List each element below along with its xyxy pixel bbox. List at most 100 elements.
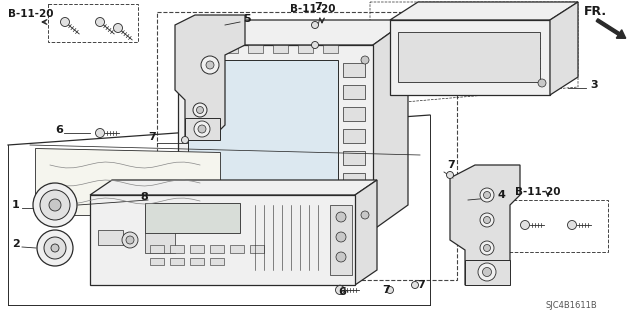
Bar [465,260,510,285]
Circle shape [447,172,454,179]
Polygon shape [355,180,377,285]
Circle shape [483,191,490,198]
Text: B-11-20: B-11-20 [515,187,561,197]
Bar [390,20,550,95]
Text: SJC4B1611B: SJC4B1611B [545,301,596,310]
Text: B-11-20: B-11-20 [290,4,335,14]
Bar [210,245,224,253]
Bar [98,230,123,245]
Polygon shape [175,15,245,140]
Bar [282,27,362,65]
Circle shape [122,232,138,248]
Polygon shape [35,148,220,215]
Bar [48,4,138,42]
Circle shape [520,220,529,229]
Text: FR.: FR. [584,5,607,18]
Circle shape [44,237,66,259]
Bar [157,12,457,280]
Circle shape [194,121,210,137]
Circle shape [412,281,419,288]
Bar [343,195,365,209]
Circle shape [198,125,206,133]
Circle shape [568,220,577,229]
Bar [198,45,213,53]
Bar [223,45,238,53]
Polygon shape [550,2,578,95]
Polygon shape [450,165,520,285]
Text: 7: 7 [447,160,455,170]
Circle shape [95,18,104,26]
Text: B-11-20: B-11-20 [8,9,54,19]
Bar [190,245,204,253]
Text: 7: 7 [417,280,425,290]
Text: 7: 7 [382,285,390,295]
Bar [170,258,184,265]
Bar [398,32,540,82]
Circle shape [336,252,346,262]
Circle shape [193,103,207,117]
Bar [90,195,355,285]
Bar [210,258,224,265]
Circle shape [335,286,344,294]
Bar [298,45,313,53]
Circle shape [113,24,122,33]
Circle shape [206,61,214,69]
Text: 7: 7 [148,132,156,142]
Circle shape [483,217,490,224]
Circle shape [95,129,104,137]
Bar [170,245,184,253]
Text: 5: 5 [243,14,251,24]
Circle shape [51,244,59,252]
Bar [343,129,365,143]
Circle shape [538,79,546,87]
Bar [150,258,164,265]
Bar [248,45,263,53]
Circle shape [182,137,189,144]
Circle shape [126,236,134,244]
Bar [343,173,365,187]
Circle shape [336,232,346,242]
Circle shape [387,286,394,293]
Text: 4: 4 [497,190,505,200]
Circle shape [312,21,319,28]
Bar [230,245,244,253]
Bar [145,203,240,233]
Bar [178,45,373,230]
Bar [188,60,338,215]
Circle shape [483,244,490,251]
Circle shape [312,41,319,48]
FancyArrow shape [596,19,626,38]
Text: 8: 8 [140,192,148,202]
Bar [145,233,175,253]
Bar [330,205,352,275]
Circle shape [40,190,70,220]
Bar [343,63,365,77]
Text: 7: 7 [314,2,322,12]
Text: 2: 2 [12,239,20,249]
Circle shape [361,56,369,64]
Polygon shape [373,20,408,230]
Bar [150,245,164,253]
Circle shape [480,188,494,202]
Bar [273,45,288,53]
Circle shape [478,263,496,281]
Circle shape [201,56,219,74]
Bar [508,200,608,252]
Circle shape [37,230,73,266]
Text: 6: 6 [55,125,63,135]
Bar [185,118,220,140]
Text: 1: 1 [12,200,20,210]
Circle shape [483,268,492,277]
Bar [343,85,365,99]
Bar [250,245,264,253]
Bar [323,45,338,53]
Polygon shape [178,20,408,45]
Circle shape [49,199,61,211]
Circle shape [336,212,346,222]
Circle shape [61,18,70,26]
Bar [343,151,365,165]
Text: 3: 3 [590,80,598,90]
Circle shape [480,213,494,227]
Polygon shape [90,180,377,195]
Circle shape [33,183,77,227]
